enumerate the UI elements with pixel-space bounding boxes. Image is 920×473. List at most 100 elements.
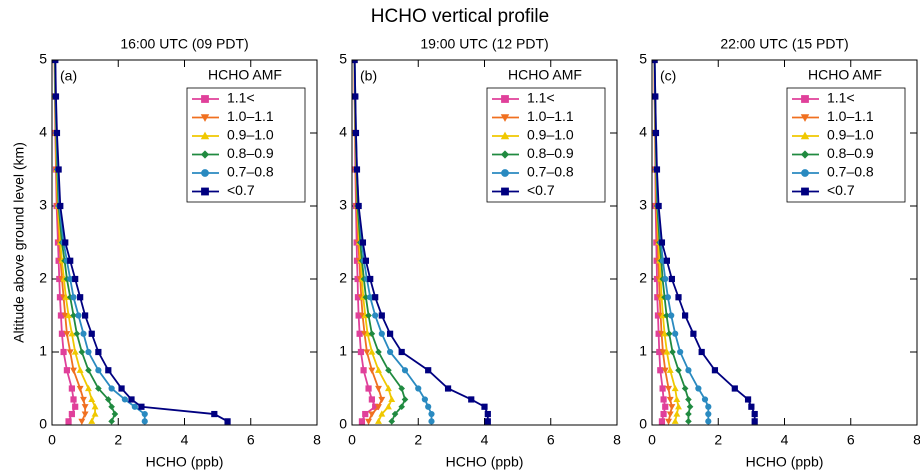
marker [360,367,367,374]
legend-marker [800,114,810,122]
marker [652,93,659,100]
marker [484,418,491,425]
marker [73,330,81,338]
panel-title: 22:00 UTC (15 PDT) [720,36,848,52]
marker [67,257,74,264]
marker [368,411,376,418]
marker [673,395,681,403]
x-tick-label: 6 [547,432,555,448]
marker [68,385,75,392]
marker [108,403,115,411]
marker [659,385,666,392]
panel-title: 19:00 UTC (12 PDT) [420,36,548,52]
y-tick-label: 1 [39,343,47,359]
marker [375,417,382,424]
marker [68,410,75,418]
marker [662,403,669,410]
marker [677,348,684,356]
marker [388,418,396,425]
marker [671,417,679,424]
marker [391,410,399,418]
marker [660,396,667,403]
marker [88,395,96,403]
marker [359,239,367,246]
marker [365,418,373,425]
marker [76,366,84,373]
marker [70,294,77,301]
marker [401,396,409,403]
y-tick-label: 2 [339,270,347,286]
marker [62,239,69,246]
marker [375,385,382,393]
marker [664,294,672,301]
legend-label: <0.7 [827,182,855,198]
marker [88,417,96,424]
marker [386,330,394,337]
marker [668,404,676,411]
legend-marker [800,131,810,140]
y-tick-label: 3 [39,197,47,213]
marker [666,411,674,418]
plot-area [52,60,231,425]
marker [91,403,99,410]
marker [665,418,673,425]
marker [468,396,475,403]
legend-marker [500,114,510,122]
marker [425,403,432,410]
panel-label: (b) [360,68,377,84]
marker [368,330,376,338]
legend-marker [201,187,209,196]
marker [362,410,369,418]
marker [661,367,669,374]
marker [72,403,79,410]
marker [686,403,694,411]
marker [224,418,231,425]
marker [415,385,422,392]
marker [85,348,92,356]
legend-marker [801,169,809,177]
marker [668,312,675,319]
marker [685,396,692,403]
marker [652,129,660,137]
panel-label: (c) [660,68,676,84]
marker [63,367,71,374]
legend-marker [500,131,510,140]
legend-label: 0.8–0.9 [527,145,574,161]
plot-area [652,60,758,425]
marker [481,403,488,410]
y-tick-label: 3 [639,197,647,213]
marker [52,93,60,100]
marker [655,202,662,210]
legend-label: 0.9–1.0 [527,127,574,143]
marker [661,330,669,337]
legend-label: 0.7–0.8 [827,164,874,180]
panel-label: (a) [60,68,77,84]
figure-title: HCHO vertical profile [371,6,549,27]
marker [95,348,102,356]
legend-label: 1.1< [827,90,855,106]
legend-title: HCHO AMF [208,67,282,83]
profile-line [54,60,146,422]
marker [658,418,666,425]
marker [384,384,392,392]
legend-label: 0.8–0.9 [227,145,274,161]
marker [425,367,432,374]
marker [66,349,74,356]
marker [72,275,79,283]
marker [665,385,673,393]
marker [398,403,405,411]
marker [60,348,67,356]
legend-marker [800,150,810,159]
legend-box [186,87,306,203]
legend-marker [200,114,210,122]
marker [71,348,79,355]
marker [105,396,112,403]
marker [353,166,361,173]
marker [659,349,667,356]
marker [368,348,376,355]
legend-box [786,87,906,203]
marker [95,385,102,392]
marker [78,348,86,356]
x-tick-label: 4 [481,432,489,448]
legend-marker [501,95,509,103]
